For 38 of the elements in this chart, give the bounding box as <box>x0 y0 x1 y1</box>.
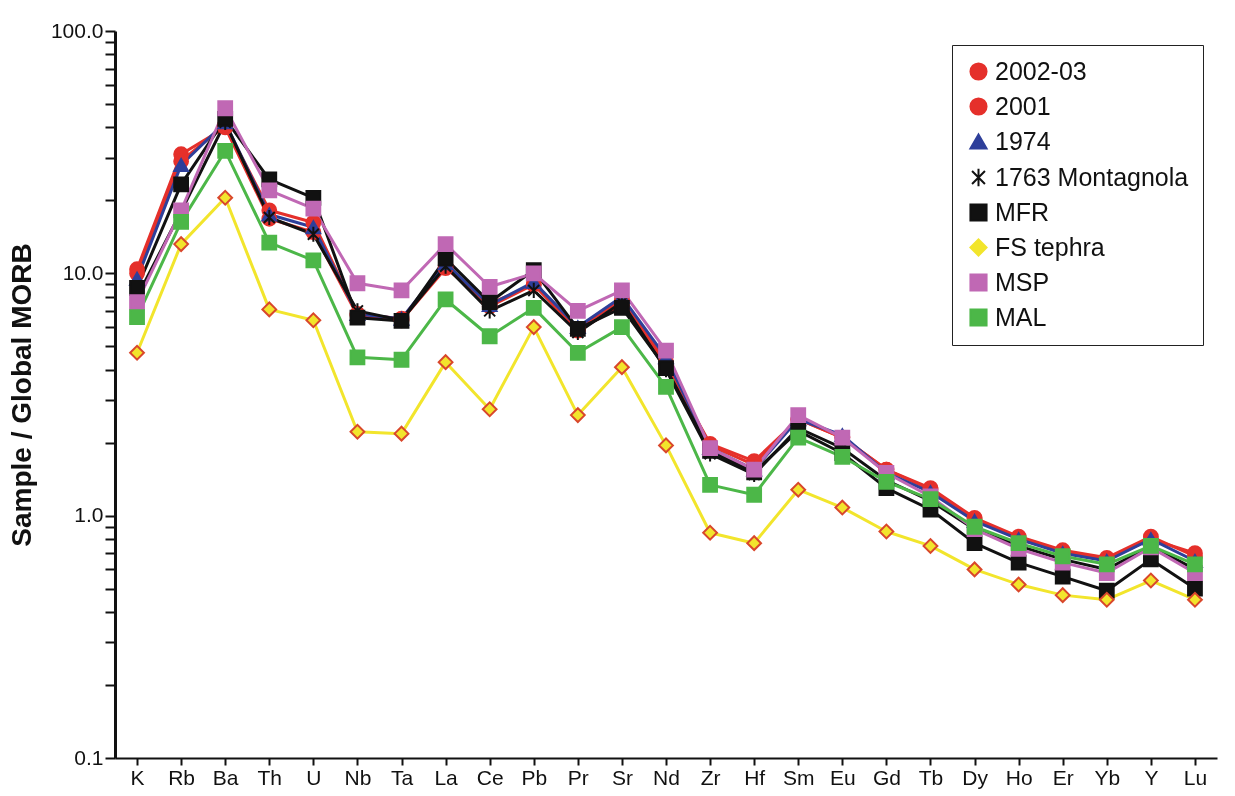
x-tick-label: Dy <box>962 765 989 789</box>
x-tick-label: K <box>130 765 145 789</box>
x-tick-label: Rb <box>168 765 196 789</box>
x-tick-label: Ho <box>1005 765 1033 789</box>
x-tick-label: Er <box>1052 765 1074 789</box>
x-tick-label: Hf <box>744 765 766 789</box>
y-tick-label: 10.0 <box>62 260 104 284</box>
legend-label: 2001 <box>995 91 1051 120</box>
x-tick-label: Nb <box>344 765 372 789</box>
x-tick-label: Sm <box>782 765 815 789</box>
legend-label: MSP <box>995 267 1050 296</box>
x-tick-label: Tb <box>918 765 944 789</box>
legend-label: 2002-03 <box>995 56 1087 85</box>
legend-label: MAL <box>995 302 1047 331</box>
x-tick-label: Ba <box>212 765 239 789</box>
y-tick-label: 1.0 <box>74 503 104 527</box>
legend-label: FS tephra <box>995 232 1105 261</box>
x-tick-label: La <box>434 765 459 789</box>
y-axis-title: Sample / Global MORB <box>5 243 37 547</box>
legend-label: MFR <box>995 197 1050 226</box>
x-tick-label: Th <box>257 765 283 789</box>
x-tick-label: Nd <box>653 765 680 789</box>
x-tick-label: Yb <box>1094 765 1121 789</box>
x-tick-label: Y <box>1144 765 1159 789</box>
x-tick-label: Gd <box>872 765 901 789</box>
legend-label: 1763 Montagnola <box>995 162 1189 191</box>
x-tick-label: Ta <box>390 765 414 789</box>
x-tick-label: Lu <box>1183 765 1208 789</box>
x-tick-label: Pb <box>521 765 548 789</box>
x-tick-label: Sr <box>611 765 633 789</box>
x-tick-label: Ce <box>476 765 504 789</box>
x-tick-label: Zr <box>700 765 721 789</box>
legend-label: 1974 <box>995 126 1051 155</box>
y-tick-label: 100.0 <box>50 18 104 42</box>
x-tick-label: U <box>306 765 322 789</box>
x-tick-label: Eu <box>829 765 856 789</box>
y-tick-label: 0.1 <box>74 745 104 769</box>
x-tick-label: Pr <box>567 765 589 789</box>
